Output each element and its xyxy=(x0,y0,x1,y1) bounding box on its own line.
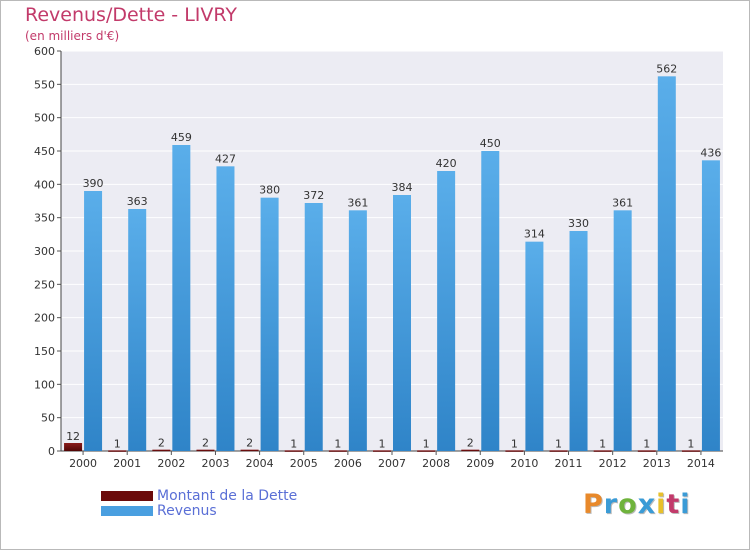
data-label-dette: 1 xyxy=(334,437,341,450)
legend-swatch-revenus xyxy=(101,505,153,516)
bar-dette xyxy=(549,450,568,452)
data-label-dette: 1 xyxy=(423,437,430,450)
data-label-revenus: 420 xyxy=(436,157,457,170)
data-label-dette: 1 xyxy=(687,437,694,450)
bar-revenus xyxy=(613,210,632,451)
y-tick-label: 0 xyxy=(48,445,55,458)
bar-revenus xyxy=(348,210,367,451)
x-tick-label: 2000 xyxy=(69,457,97,470)
x-tick-label: 2011 xyxy=(555,457,583,470)
legend-item-revenus: Revenus xyxy=(101,502,217,519)
data-label-revenus: 436 xyxy=(700,146,721,159)
legend-label-revenus: Revenus xyxy=(157,502,217,519)
y-tick-label: 400 xyxy=(34,178,55,191)
x-tick-label: 2013 xyxy=(643,457,671,470)
bar-revenus xyxy=(128,209,147,451)
data-label-revenus: 361 xyxy=(612,196,633,209)
x-tick-label: 2010 xyxy=(510,457,538,470)
y-tick-label: 500 xyxy=(34,112,55,125)
x-tick-label: 2008 xyxy=(422,457,450,470)
bar-revenus xyxy=(701,160,720,452)
bar-revenus xyxy=(304,203,323,451)
x-tick-label: 2001 xyxy=(113,457,141,470)
bar-dette xyxy=(240,449,259,452)
x-tick-label: 2006 xyxy=(334,457,362,470)
x-tick-label: 2002 xyxy=(157,457,185,470)
data-label-revenus: 380 xyxy=(259,184,280,197)
data-label-revenus: 450 xyxy=(480,137,501,150)
data-label-revenus: 314 xyxy=(524,228,545,241)
bar-dette xyxy=(152,449,171,452)
legend-swatch-dette xyxy=(101,490,153,501)
bar-revenus xyxy=(525,241,544,451)
data-label-dette: 12 xyxy=(66,430,80,443)
bar-dette xyxy=(461,449,480,452)
y-tick-label: 450 xyxy=(34,145,55,158)
x-tick-label: 2004 xyxy=(246,457,274,470)
bar-revenus xyxy=(657,76,676,451)
bar-revenus xyxy=(481,151,500,451)
bar-dette xyxy=(64,443,83,451)
data-label-dette: 2 xyxy=(467,437,474,450)
y-tick-label: 100 xyxy=(34,378,55,391)
data-label-dette: 1 xyxy=(555,437,562,450)
data-label-dette: 1 xyxy=(290,437,297,450)
y-tick-label: 550 xyxy=(34,78,55,91)
bar-dette xyxy=(417,450,436,452)
bar-revenus xyxy=(172,145,191,451)
y-tick-label: 350 xyxy=(34,212,55,225)
bar-dette xyxy=(593,450,612,452)
bar-dette xyxy=(108,450,127,452)
bar-revenus xyxy=(437,171,456,451)
data-label-revenus: 390 xyxy=(83,177,104,190)
chart-title: Revenus/Dette - LIVRY xyxy=(25,4,237,26)
bar-dette xyxy=(284,450,303,452)
bar-dette xyxy=(681,450,700,452)
data-label-revenus: 330 xyxy=(568,217,589,230)
y-tick-label: 600 xyxy=(34,45,55,58)
x-tick-label: 2014 xyxy=(687,457,715,470)
bar-dette xyxy=(328,450,347,452)
data-label-dette: 2 xyxy=(246,437,253,450)
data-label-dette: 1 xyxy=(379,437,386,450)
chart-subtitle: (en milliers d'€) xyxy=(25,29,120,43)
y-tick-label: 250 xyxy=(34,278,55,291)
data-label-dette: 1 xyxy=(599,437,606,450)
y-tick-label: 150 xyxy=(34,345,55,358)
y-tick-label: 50 xyxy=(41,412,55,425)
legend-item-dette: Montant de la Dette xyxy=(101,487,298,504)
data-label-revenus: 384 xyxy=(392,181,413,194)
y-tick-label: 300 xyxy=(34,245,55,258)
x-tick-label: 2003 xyxy=(201,457,229,470)
data-label-revenus: 562 xyxy=(656,62,677,75)
y-tick-label: 200 xyxy=(34,312,55,325)
data-label-dette: 1 xyxy=(114,437,121,450)
bar-revenus xyxy=(216,166,235,452)
bar-revenus xyxy=(260,197,279,451)
x-tick-label: 2005 xyxy=(290,457,318,470)
data-label-revenus: 459 xyxy=(171,131,192,144)
data-label-dette: 2 xyxy=(202,437,209,450)
bar-dette xyxy=(505,450,524,452)
bar-dette xyxy=(196,449,215,452)
bar-revenus xyxy=(84,191,103,451)
bar-dette xyxy=(373,450,391,452)
data-label-dette: 1 xyxy=(511,437,518,450)
proxiti-logo: Proxiti xyxy=(583,489,691,520)
bar-revenus xyxy=(393,195,411,451)
x-tick-label: 2009 xyxy=(466,457,494,470)
data-label-dette: 2 xyxy=(158,437,165,450)
data-label-revenus: 361 xyxy=(347,196,368,209)
data-label-dette: 1 xyxy=(643,437,650,450)
data-label-revenus: 372 xyxy=(303,189,324,202)
x-tick-label: 2007 xyxy=(378,457,406,470)
data-label-revenus: 363 xyxy=(127,195,148,208)
x-tick-label: 2012 xyxy=(599,457,627,470)
data-label-revenus: 427 xyxy=(215,152,236,165)
bar-revenus xyxy=(569,231,588,451)
bar-dette xyxy=(637,450,656,452)
legend-label-dette: Montant de la Dette xyxy=(157,487,298,504)
